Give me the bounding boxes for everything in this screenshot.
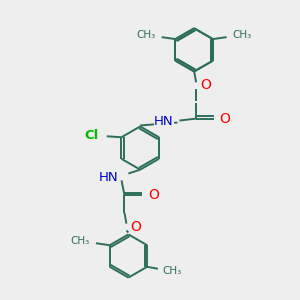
Text: CH₃: CH₃ <box>71 236 90 246</box>
Text: HN: HN <box>154 115 174 128</box>
Text: Cl: Cl <box>85 129 99 142</box>
Text: HN: HN <box>99 171 118 184</box>
Text: CH₃: CH₃ <box>232 30 252 40</box>
Text: O: O <box>200 78 211 92</box>
Text: CH₃: CH₃ <box>163 266 182 276</box>
Text: CH₃: CH₃ <box>136 30 156 40</box>
Text: O: O <box>220 112 231 126</box>
Text: O: O <box>130 220 141 234</box>
Text: O: O <box>148 188 159 202</box>
